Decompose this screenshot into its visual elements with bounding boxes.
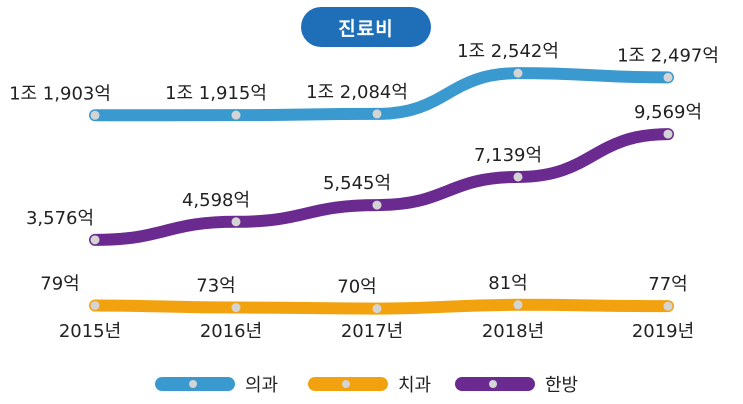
data-label-oriental-0: 3,576억 (26, 208, 94, 229)
data-label-dental-4: 77억 (648, 274, 687, 295)
data-label-medical-0: 1조 1,903억 (9, 83, 111, 104)
data-label-oriental-1: 4,598억 (182, 190, 250, 211)
data-label-medical-1: 1조 1,915억 (165, 83, 267, 104)
data-label-dental-3: 81억 (488, 273, 527, 294)
data-label-medical-4: 1조 2,497억 (617, 45, 719, 66)
point-dental-0 (90, 300, 100, 310)
data-label-dental-2: 70억 (337, 277, 376, 298)
data-label-oriental-4: 9,569억 (634, 102, 702, 123)
series-line-dental (89, 298, 674, 315)
point-dental-2 (372, 304, 382, 314)
point-medical-3 (513, 68, 523, 78)
point-medical-4 (663, 72, 673, 82)
legend-item-dental: 치과 (308, 366, 431, 402)
point-medical-0 (90, 110, 100, 120)
data-label-dental-0: 79억 (40, 273, 79, 294)
point-oriental-1 (231, 217, 241, 227)
point-oriental-2 (372, 200, 382, 210)
legend-label-oriental: 한방 (545, 375, 579, 396)
data-label-oriental-2: 5,545억 (323, 173, 391, 194)
point-oriental-0 (90, 235, 100, 245)
x-tick-label-3: 2018년 (482, 321, 544, 342)
legend-swatch-dental (308, 377, 388, 391)
point-dental-3 (513, 300, 523, 310)
legend-item-oriental: 한방 (455, 366, 578, 402)
legend-swatch-medical (155, 377, 235, 391)
legend-label-dental: 치과 (398, 375, 432, 396)
point-dental-1 (231, 303, 241, 313)
legend: 의과 치과 한방 (0, 366, 743, 402)
data-label-medical-2: 1조 2,084억 (306, 82, 408, 103)
point-oriental-4 (663, 129, 673, 139)
x-tick-label-0: 2015년 (59, 321, 121, 342)
x-tick-label-2: 2017년 (341, 321, 403, 342)
data-label-dental-1: 73억 (196, 276, 235, 297)
legend-label-medical: 의과 (245, 375, 279, 396)
point-medical-2 (372, 109, 382, 119)
point-medical-1 (231, 110, 241, 120)
data-label-oriental-3: 7,139억 (474, 145, 542, 166)
x-tick-label-4: 2019년 (632, 321, 694, 342)
data-label-medical-3: 1조 2,542억 (457, 41, 559, 62)
point-oriental-3 (513, 172, 523, 182)
x-tick-label-1: 2016년 (200, 321, 262, 342)
legend-item-medical: 의과 (155, 366, 278, 402)
chart-title-text: 진료비 (338, 17, 394, 40)
point-dental-4 (663, 301, 673, 311)
chart-title: 진료비 (301, 7, 431, 47)
legend-swatch-oriental (455, 377, 535, 391)
series-line-medical (89, 67, 674, 122)
